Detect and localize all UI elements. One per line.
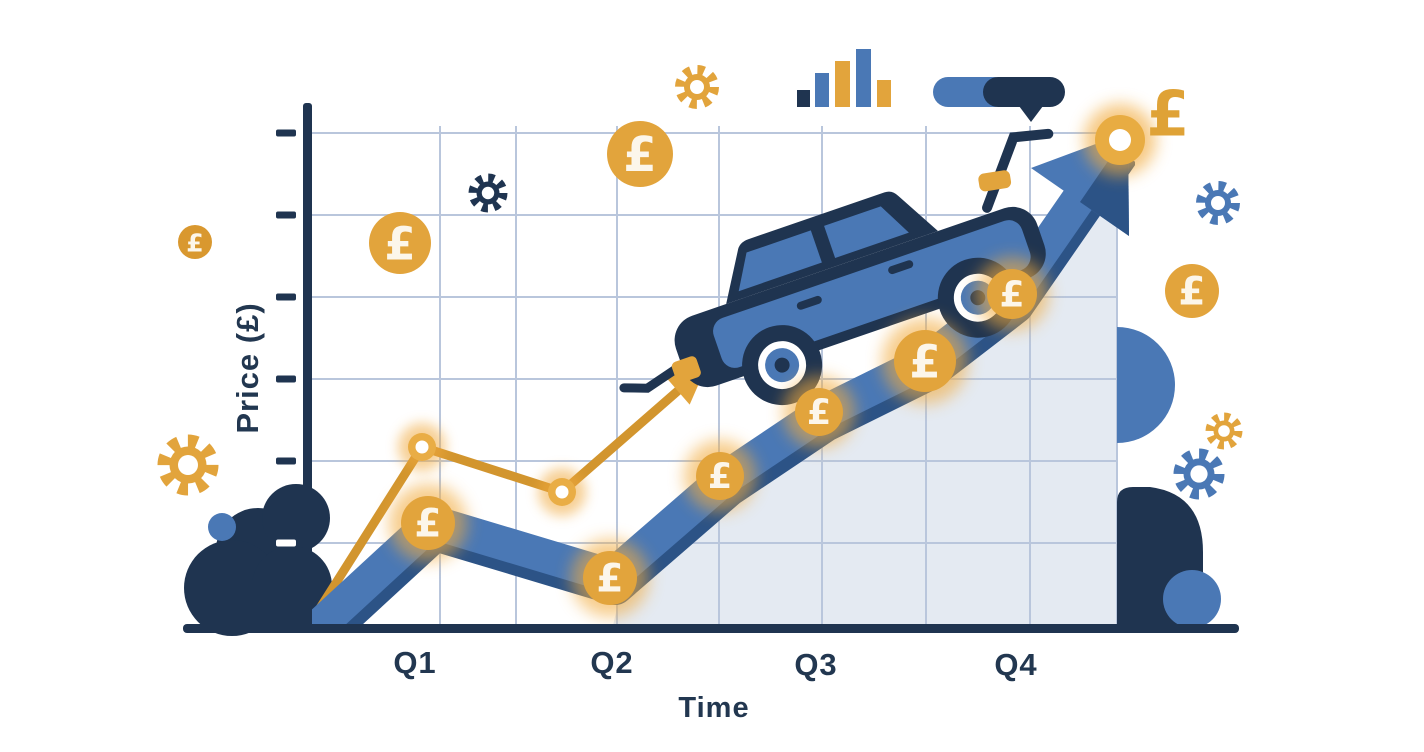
bar-chart-icon	[797, 49, 891, 107]
pound-symbol: £	[186, 229, 203, 258]
pound-symbol: £	[1178, 270, 1205, 315]
x-axis-label: Time	[678, 692, 750, 724]
blue-circle-left	[208, 513, 236, 541]
gear-icon	[1205, 412, 1243, 450]
x-tick-q2: Q2	[590, 645, 634, 680]
pound-coin: £	[607, 121, 673, 187]
gear-icon	[468, 173, 508, 213]
x-tick-q1: Q1	[393, 645, 437, 680]
pound-symbol: £	[596, 557, 623, 602]
car-wheel	[742, 325, 823, 406]
speech-toggle-icon	[933, 77, 1065, 122]
ring-marker	[408, 433, 436, 461]
gold-trend-line	[305, 377, 693, 629]
pound-coin: £	[178, 225, 212, 259]
gold-accent-front	[671, 356, 701, 383]
pound-symbol: £	[909, 336, 940, 389]
blue-circle-right	[1163, 570, 1221, 628]
pound-symbol-large: £	[1146, 78, 1189, 151]
gear-icon	[1173, 448, 1225, 500]
gear-icon	[157, 434, 219, 496]
pound-coin: £	[696, 452, 744, 500]
blue-semicircle-right	[1117, 327, 1175, 443]
car-window-rear	[824, 206, 909, 258]
pound-symbol: £	[384, 218, 415, 271]
pound-symbol: £	[708, 457, 732, 497]
x-tick-q3: Q3	[794, 647, 838, 682]
gear-icon	[1196, 181, 1240, 225]
y-axis-ticks	[276, 129, 296, 547]
gold-accent-rear	[978, 170, 1012, 192]
car-window-front	[738, 230, 822, 292]
x-axis	[183, 624, 1239, 633]
end-ring-marker	[1095, 115, 1145, 165]
pound-symbol: £	[999, 275, 1024, 316]
pound-symbol: £	[807, 393, 831, 433]
ring-marker	[548, 478, 576, 506]
y-axis-label: Price (£)	[230, 302, 265, 434]
pound-symbol: £	[623, 127, 656, 183]
y-axis	[303, 103, 312, 632]
pound-coin: £	[401, 496, 455, 550]
door-handle	[888, 260, 914, 275]
pound-symbol: £	[414, 502, 441, 547]
pound-coin: £	[583, 551, 637, 605]
pound-coin: £	[894, 330, 956, 392]
x-tick-q4: Q4	[994, 647, 1038, 682]
gear-icon	[675, 65, 719, 109]
door-handle	[796, 295, 822, 310]
pound-coin: £	[369, 212, 431, 274]
area-fill-under-band	[612, 150, 1117, 630]
pound-coin: £	[1165, 264, 1219, 318]
pound-coins-on-band: £ £ £ £ £ £	[389, 257, 1049, 617]
pound-coin: £	[795, 388, 843, 436]
pound-coin: £	[987, 269, 1037, 319]
